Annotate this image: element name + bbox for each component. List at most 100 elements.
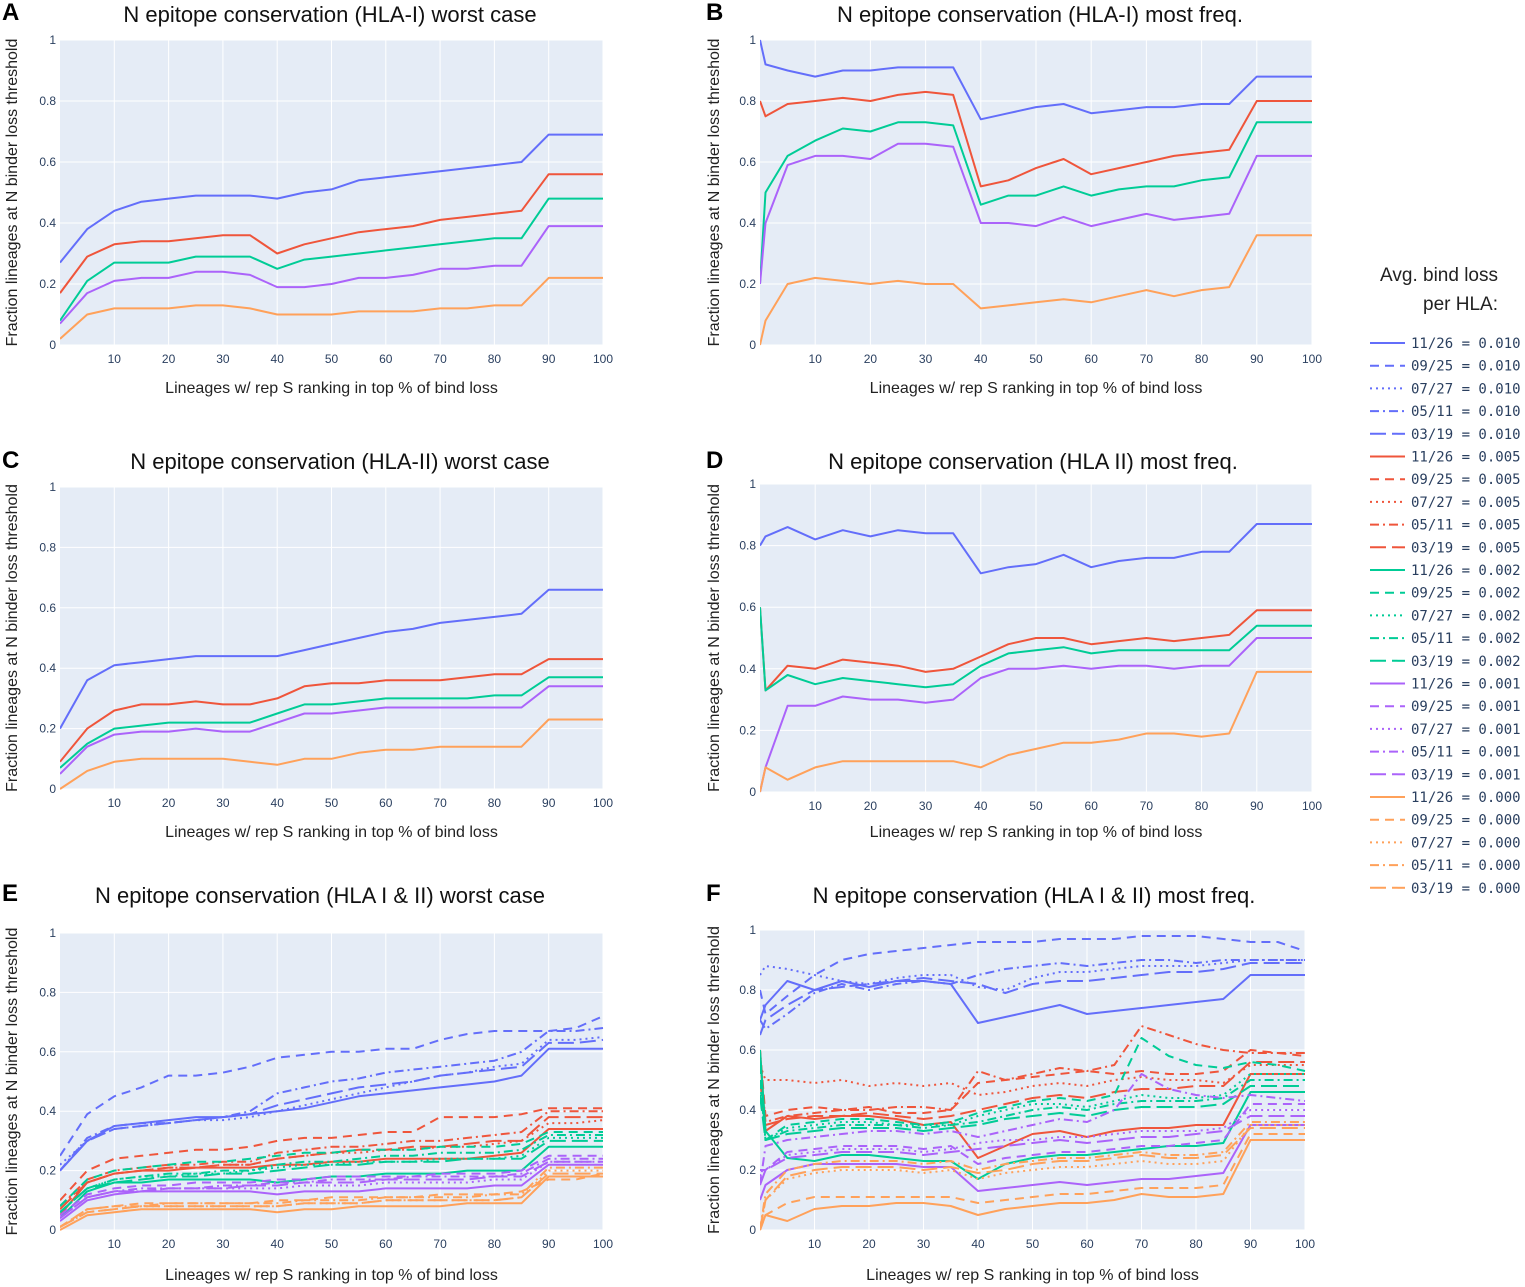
x-tick-label: 100 (593, 796, 613, 810)
x-tick-label: 20 (862, 1237, 876, 1251)
x-axis-title: Lineages w/ rep S ranking in top % of bi… (165, 1267, 498, 1284)
x-tick-label: 100 (1295, 1237, 1315, 1251)
x-tick-label: 50 (1029, 352, 1043, 366)
legend-item-label: 09/25 = 0.002 (1411, 586, 1521, 602)
legend-item[interactable]: 05/11 = 0.001 (1370, 745, 1521, 761)
legend-item[interactable]: 09/25 = 0.002 (1370, 586, 1521, 602)
y-axis-title: Fraction lineages at N binder loss thres… (4, 928, 21, 1236)
x-tick-label: 70 (1140, 799, 1154, 813)
series-line (760, 1037, 1306, 1141)
y-tick-label: 0.2 (739, 277, 756, 291)
series-line (760, 1073, 1305, 1141)
panel-letter: B (706, 0, 723, 26)
x-tick-label: 90 (542, 1237, 556, 1251)
legend-item[interactable]: 07/27 = 0.001 (1370, 722, 1521, 738)
legend-item[interactable]: 07/27 = 0.002 (1370, 608, 1521, 624)
legend-item[interactable]: 03/19 = 0.001 (1370, 767, 1521, 783)
legend-item-label: 07/27 = 0.001 (1411, 722, 1521, 738)
legend-item[interactable]: 07/27 = 0.000 (1370, 835, 1521, 851)
x-axis-title: Lineages w/ rep S ranking in top % of bi… (165, 824, 498, 841)
y-tick-label: 0.2 (39, 277, 56, 291)
x-tick-label: 40 (974, 799, 988, 813)
series-line (760, 90, 1312, 188)
series-line (760, 1064, 1305, 1096)
legend-item[interactable]: 09/25 = 0.005 (1370, 472, 1521, 488)
chart-title: N epitope conservation (HLA I & II) most… (813, 883, 1256, 908)
legend-item[interactable]: 11/26 = 0.010 (1370, 336, 1521, 352)
series-line (760, 959, 1305, 991)
legend-item[interactable]: 03/19 = 0.005 (1370, 540, 1521, 556)
y-tick-label: 0.6 (739, 1043, 756, 1057)
legend-item[interactable]: 05/11 = 0.002 (1370, 631, 1521, 647)
legend-item-label: 07/27 = 0.010 (1411, 381, 1521, 397)
legend-item[interactable]: 11/26 = 0.005 (1370, 450, 1521, 466)
x-tick-label: 20 (864, 352, 878, 366)
x-tick-label: 60 (379, 1237, 393, 1251)
series-line (60, 173, 603, 294)
legend-item[interactable]: 09/25 = 0.010 (1370, 359, 1521, 375)
y-tick-label: 1 (749, 477, 756, 491)
legend-item[interactable]: 05/11 = 0.000 (1370, 858, 1521, 874)
legend-item[interactable]: 09/25 = 0.001 (1370, 699, 1521, 715)
x-tick-label: 80 (1195, 352, 1209, 366)
y-tick-label: 1 (749, 33, 756, 47)
legend-item[interactable]: 05/11 = 0.010 (1370, 404, 1521, 420)
legend-item[interactable]: 09/25 = 0.000 (1370, 813, 1521, 829)
series-line (760, 1061, 1305, 1126)
x-tick-label: 100 (1302, 352, 1322, 366)
legend-item-label: 03/19 = 0.002 (1411, 654, 1521, 670)
legend-item[interactable]: 03/19 = 0.000 (1370, 881, 1521, 897)
y-axis-title: Fraction lineages at N binder loss thres… (706, 39, 723, 347)
y-tick-label: 0 (749, 785, 756, 799)
legend-item[interactable]: 11/26 = 0.002 (1370, 563, 1521, 579)
y-tick-label: 0.8 (739, 94, 756, 108)
series-line (60, 225, 603, 325)
series-line (760, 1049, 1306, 1117)
series-line (60, 1119, 604, 1207)
series-group (760, 39, 1312, 346)
y-tick-label: 0 (749, 1223, 756, 1237)
legend-item[interactable]: 05/11 = 0.005 (1370, 518, 1521, 534)
x-tick-label: 40 (971, 1237, 985, 1251)
legend-item[interactable]: 11/26 = 0.000 (1370, 790, 1521, 806)
x-tick-label: 100 (593, 352, 613, 366)
chart-panel-e: 10 20 30 40 50 60 70 80 90 100 0 0.2 0.4 0.6 0.8 1 E N ep… (2, 880, 613, 1284)
series-line (760, 607, 1312, 692)
x-tick-label: 100 (1302, 799, 1322, 813)
chart-panel-a: 10 20 30 40 50 60 70 80 90 100 0 0.2 0.4 0.6 0.8 1 A N ep… (2, 0, 613, 397)
legend-item-label: 07/27 = 0.005 (1411, 495, 1521, 511)
legend-item[interactable]: 07/27 = 0.010 (1370, 381, 1521, 397)
y-tick-label: 0.4 (739, 1103, 756, 1117)
x-tick-label: 70 (433, 796, 447, 810)
series-line (760, 142, 1312, 285)
series-line (60, 1172, 604, 1228)
x-tick-label: 70 (1135, 1237, 1149, 1251)
series-line (60, 588, 603, 730)
series-line (60, 1172, 603, 1228)
legend-item-label: 11/26 = 0.010 (1411, 336, 1521, 352)
x-axis-title: Lineages w/ rep S ranking in top % of bi… (165, 380, 498, 397)
x-axis-title: Lineages w/ rep S ranking in top % of bi… (870, 380, 1203, 397)
legend-item-label: 03/19 = 0.005 (1411, 540, 1521, 556)
series-line (760, 1085, 1305, 1141)
series-line (60, 1038, 604, 1172)
x-tick-label: 40 (271, 1237, 285, 1251)
series-group (60, 1015, 604, 1231)
legend-item-label: 09/25 = 0.001 (1411, 699, 1521, 715)
legend-item[interactable]: 07/27 = 0.005 (1370, 495, 1521, 511)
legend-item[interactable]: 03/19 = 0.002 (1370, 654, 1521, 670)
x-tick-label: 100 (593, 1237, 613, 1251)
series-line (60, 197, 603, 322)
y-tick-label: 0.6 (39, 155, 56, 169)
series-line (60, 1145, 603, 1219)
series-line (60, 276, 603, 340)
series-line (760, 935, 1306, 1015)
x-tick-label: 40 (974, 352, 988, 366)
y-axis-title: Fraction lineages at N binder loss thres… (4, 484, 21, 792)
legend-item[interactable]: 11/26 = 0.001 (1370, 677, 1521, 693)
y-tick-label: 0.2 (39, 722, 56, 736)
y-tick-label: 0.2 (739, 1163, 756, 1177)
legend-item[interactable]: 03/19 = 0.010 (1370, 427, 1521, 443)
x-tick-label: 80 (488, 352, 502, 366)
series-line (60, 1107, 603, 1201)
